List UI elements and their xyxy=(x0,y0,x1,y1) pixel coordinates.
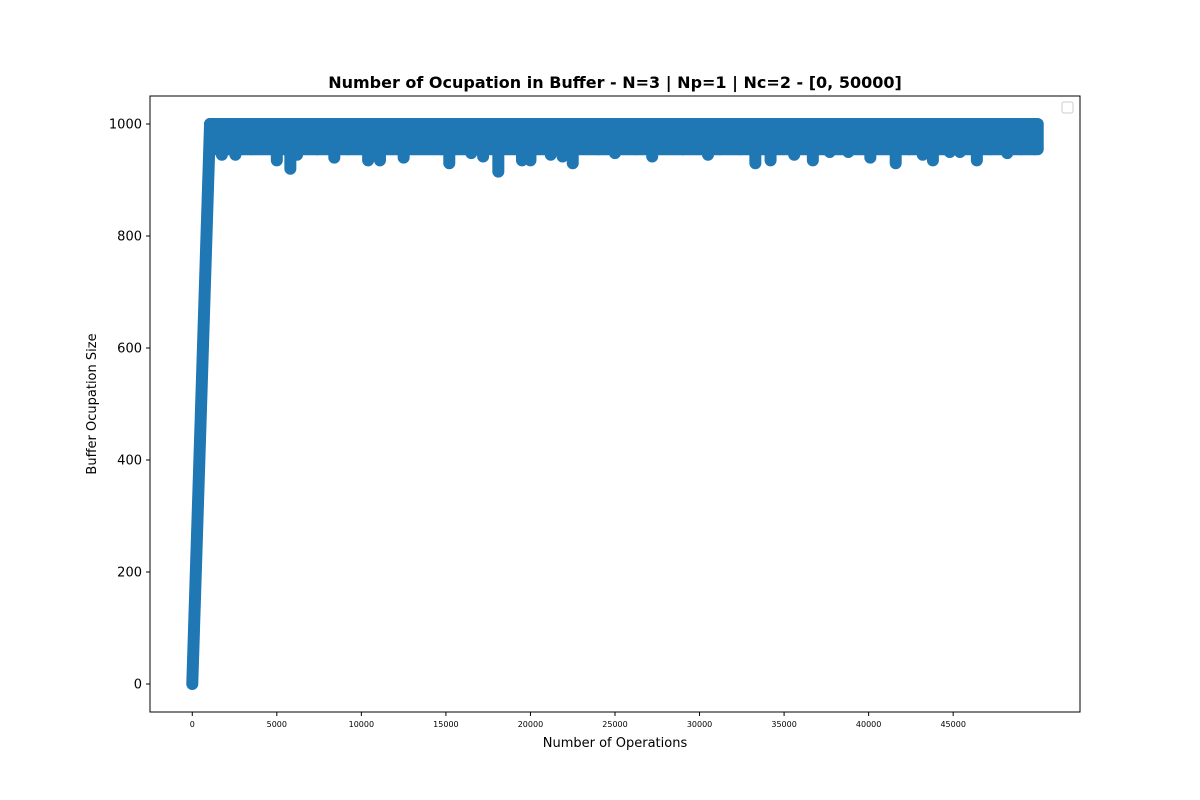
x-tick-label: 15000 xyxy=(433,720,458,729)
x-tick-label: 5000 xyxy=(267,720,287,729)
y-tick-label: 400 xyxy=(117,454,142,469)
x-tick-label: 30000 xyxy=(687,720,712,729)
x-axis: 0 5000 10000 15000 20000 25000 30000 35000 40000… xyxy=(190,712,966,729)
y-tick-label: 0 xyxy=(134,678,142,693)
x-tick-label: 10000 xyxy=(349,720,374,729)
x-tick-label: 0 xyxy=(190,720,195,729)
data-series-layer xyxy=(186,118,1044,690)
plot-area xyxy=(149,95,1081,713)
series-ramp xyxy=(186,118,217,690)
x-tick-label: 25000 xyxy=(602,720,627,729)
x-tick-label: 45000 xyxy=(940,720,965,729)
x-tick-label: 20000 xyxy=(518,720,543,729)
y-tick-label: 200 xyxy=(117,566,142,581)
y-tick-label: 1000 xyxy=(109,118,142,133)
y-tick-label: 600 xyxy=(117,342,142,357)
y-axis: 0 200 400 600 800 1000 xyxy=(109,118,150,693)
x-axis-label: Number of Operations xyxy=(543,736,688,751)
y-axis-label: Buffer Ocupation Size xyxy=(85,333,100,474)
x-tick-label: 40000 xyxy=(856,720,881,729)
legend-box xyxy=(1061,101,1074,114)
y-tick-label: 800 xyxy=(117,230,142,245)
x-tick-label: 35000 xyxy=(771,720,796,729)
chart-title: Number of Ocupation in Buffer - N=3 | Np… xyxy=(328,73,902,93)
